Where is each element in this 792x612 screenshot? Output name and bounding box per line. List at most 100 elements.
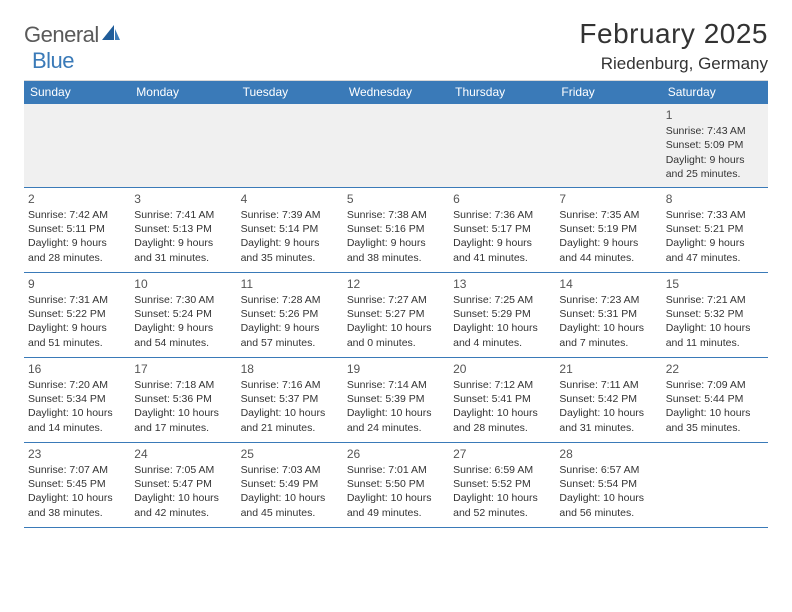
daylight-line: Daylight: 9 hours	[559, 236, 657, 250]
week-row: 2Sunrise: 7:42 AMSunset: 5:11 PMDaylight…	[24, 188, 768, 273]
day-cell-empty	[662, 443, 768, 527]
day-cell: 14Sunrise: 7:23 AMSunset: 5:31 PMDayligh…	[555, 273, 661, 357]
day-number: 5	[347, 191, 445, 207]
sunrise-line: Sunrise: 7:43 AM	[666, 124, 764, 138]
daylight-line: Daylight: 9 hours	[453, 236, 551, 250]
day-number: 16	[28, 361, 126, 377]
logo-sail-icon	[101, 24, 121, 47]
sunset-line: Sunset: 5:29 PM	[453, 307, 551, 321]
sunset-line: Sunset: 5:14 PM	[241, 222, 339, 236]
sunrise-line: Sunrise: 7:20 AM	[28, 378, 126, 392]
day-cell: 2Sunrise: 7:42 AMSunset: 5:11 PMDaylight…	[24, 188, 130, 272]
daylight-line: and 17 minutes.	[134, 421, 232, 435]
sunset-line: Sunset: 5:39 PM	[347, 392, 445, 406]
day-cell: 7Sunrise: 7:35 AMSunset: 5:19 PMDaylight…	[555, 188, 661, 272]
daylight-line: Daylight: 10 hours	[241, 406, 339, 420]
sunset-line: Sunset: 5:17 PM	[453, 222, 551, 236]
week-row: 9Sunrise: 7:31 AMSunset: 5:22 PMDaylight…	[24, 273, 768, 358]
calendar-grid: Sunday Monday Tuesday Wednesday Thursday…	[24, 80, 768, 528]
day-number: 3	[134, 191, 232, 207]
day-cell: 9Sunrise: 7:31 AMSunset: 5:22 PMDaylight…	[24, 273, 130, 357]
daylight-line: Daylight: 10 hours	[28, 491, 126, 505]
sunrise-line: Sunrise: 7:31 AM	[28, 293, 126, 307]
daylight-line: and 45 minutes.	[241, 506, 339, 520]
day-number: 21	[559, 361, 657, 377]
day-number: 7	[559, 191, 657, 207]
day-cell-empty	[237, 104, 343, 187]
sunset-line: Sunset: 5:22 PM	[28, 307, 126, 321]
calendar-page: General Blue February 2025 Riedenburg, G…	[0, 0, 792, 538]
sunrise-line: Sunrise: 7:39 AM	[241, 208, 339, 222]
day-cell: 22Sunrise: 7:09 AMSunset: 5:44 PMDayligh…	[662, 358, 768, 442]
location-label: Riedenburg, Germany	[579, 54, 768, 74]
daylight-line: and 44 minutes.	[559, 251, 657, 265]
daylight-line: and 35 minutes.	[241, 251, 339, 265]
daylight-line: and 51 minutes.	[28, 336, 126, 350]
week-row: 23Sunrise: 7:07 AMSunset: 5:45 PMDayligh…	[24, 443, 768, 528]
sunrise-line: Sunrise: 7:16 AM	[241, 378, 339, 392]
day-cell: 20Sunrise: 7:12 AMSunset: 5:41 PMDayligh…	[449, 358, 555, 442]
weekday-header: Thursday	[449, 81, 555, 104]
daylight-line: and 31 minutes.	[134, 251, 232, 265]
daylight-line: Daylight: 10 hours	[347, 406, 445, 420]
sunrise-line: Sunrise: 7:25 AM	[453, 293, 551, 307]
logo-text-general: General	[24, 22, 99, 47]
weekday-header: Sunday	[24, 81, 130, 104]
daylight-line: and 25 minutes.	[666, 167, 764, 181]
day-cell-empty	[130, 104, 236, 187]
day-number: 1	[666, 107, 764, 123]
day-cell: 11Sunrise: 7:28 AMSunset: 5:26 PMDayligh…	[237, 273, 343, 357]
day-number: 23	[28, 446, 126, 462]
day-cell: 19Sunrise: 7:14 AMSunset: 5:39 PMDayligh…	[343, 358, 449, 442]
weeks-container: 1Sunrise: 7:43 AMSunset: 5:09 PM Daylight…	[24, 104, 768, 528]
daylight-line: and 49 minutes.	[347, 506, 445, 520]
day-cell: 21Sunrise: 7:11 AMSunset: 5:42 PMDayligh…	[555, 358, 661, 442]
day-number: 18	[241, 361, 339, 377]
logo: General Blue	[24, 22, 121, 74]
day-number: 13	[453, 276, 551, 292]
daylight-line: and 38 minutes.	[28, 506, 126, 520]
daylight-line: Daylight: 10 hours	[453, 406, 551, 420]
day-number: 2	[28, 191, 126, 207]
daylight-line: Daylight: 9 hours	[28, 236, 126, 250]
day-cell-empty	[449, 104, 555, 187]
sunset-line: Sunset: 5:47 PM	[134, 477, 232, 491]
daylight-line: Daylight: 10 hours	[559, 321, 657, 335]
sunset-line: Sunset: 5:31 PM	[559, 307, 657, 321]
day-number: 4	[241, 191, 339, 207]
day-number: 26	[347, 446, 445, 462]
sunset-line: Sunset: 5:26 PM	[241, 307, 339, 321]
daylight-line: Daylight: 10 hours	[453, 321, 551, 335]
day-cell: 6Sunrise: 7:36 AMSunset: 5:17 PMDaylight…	[449, 188, 555, 272]
day-cell: 18Sunrise: 7:16 AMSunset: 5:37 PMDayligh…	[237, 358, 343, 442]
daylight-line: Daylight: 9 hours	[241, 321, 339, 335]
sunrise-line: Sunrise: 7:30 AM	[134, 293, 232, 307]
sunset-line: Sunset: 5:54 PM	[559, 477, 657, 491]
day-cell: 27Sunrise: 6:59 AMSunset: 5:52 PMDayligh…	[449, 443, 555, 527]
sunrise-line: Sunrise: 7:41 AM	[134, 208, 232, 222]
day-number: 19	[347, 361, 445, 377]
daylight-line: Daylight: 9 hours	[134, 236, 232, 250]
day-number: 12	[347, 276, 445, 292]
sunset-line: Sunset: 5:37 PM	[241, 392, 339, 406]
weekday-header: Wednesday	[343, 81, 449, 104]
daylight-line: and 24 minutes.	[347, 421, 445, 435]
sunrise-line: Sunrise: 7:38 AM	[347, 208, 445, 222]
sunset-line: Sunset: 5:52 PM	[453, 477, 551, 491]
daylight-line: Daylight: 9 hours	[666, 236, 764, 250]
day-number: 25	[241, 446, 339, 462]
sunrise-line: Sunrise: 7:21 AM	[666, 293, 764, 307]
sunset-line: Sunset: 5:09 PM	[666, 138, 764, 152]
day-cell: 24Sunrise: 7:05 AMSunset: 5:47 PMDayligh…	[130, 443, 236, 527]
header-row: General Blue February 2025 Riedenburg, G…	[24, 18, 768, 74]
sunset-line: Sunset: 5:27 PM	[347, 307, 445, 321]
weekday-header-row: Sunday Monday Tuesday Wednesday Thursday…	[24, 81, 768, 104]
sunrise-line: Sunrise: 7:07 AM	[28, 463, 126, 477]
sunrise-line: Sunrise: 7:18 AM	[134, 378, 232, 392]
day-number: 15	[666, 276, 764, 292]
week-row: 1Sunrise: 7:43 AMSunset: 5:09 PMDaylight…	[24, 104, 768, 188]
day-cell: 16Sunrise: 7:20 AMSunset: 5:34 PMDayligh…	[24, 358, 130, 442]
sunset-line: Sunset: 5:45 PM	[28, 477, 126, 491]
sunrise-line: Sunrise: 7:14 AM	[347, 378, 445, 392]
sunrise-line: Sunrise: 7:01 AM	[347, 463, 445, 477]
